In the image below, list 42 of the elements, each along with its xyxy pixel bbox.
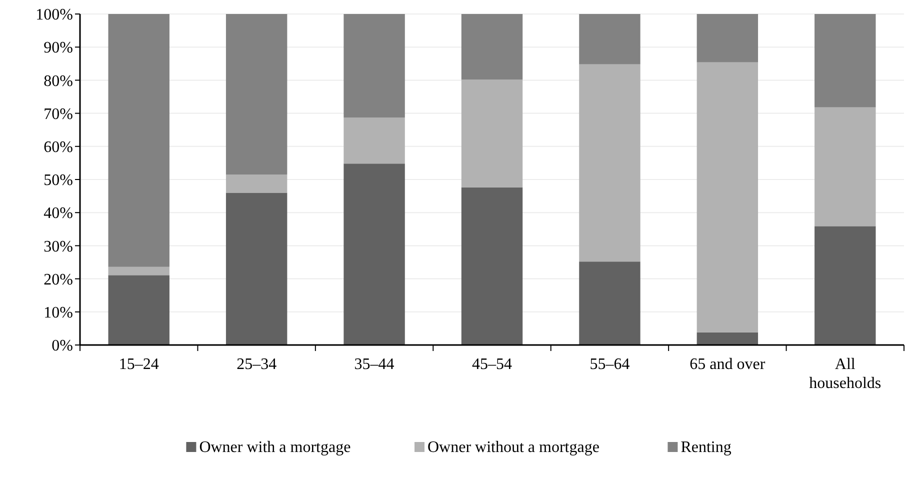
bar (344, 118, 405, 164)
legend-label: Owner without a mortgage (428, 439, 600, 456)
bar (226, 174, 288, 193)
y-tick-label: 90% (44, 40, 73, 57)
bar (814, 226, 876, 345)
x-tick-label: 55–64 (590, 356, 630, 373)
x-tick-label: 25–34 (236, 356, 277, 373)
bar (108, 275, 170, 345)
bar (344, 14, 405, 118)
bar (461, 14, 523, 80)
bar (461, 187, 523, 345)
bar (579, 64, 640, 262)
bar (814, 107, 876, 226)
bar (696, 62, 758, 332)
x-tick-label: 65 and over (690, 356, 766, 373)
y-tick-label: 30% (44, 238, 73, 256)
bar (579, 14, 640, 64)
y-tick-label: 0% (52, 338, 73, 355)
x-tick-label: 15–24 (118, 356, 159, 373)
y-tick-label: 70% (44, 106, 73, 123)
y-tick-label: 10% (44, 304, 73, 322)
bar (814, 14, 876, 108)
bar (579, 262, 640, 345)
x-tick-label: 35–44 (354, 356, 394, 373)
y-tick-label: 60% (44, 139, 73, 156)
bar (461, 80, 523, 188)
y-tick-label: 20% (44, 271, 73, 288)
bar (226, 14, 288, 175)
bar (344, 164, 405, 345)
legend-label: Renting (680, 439, 732, 456)
y-tick-label: 100% (36, 6, 73, 24)
legend-label: Owner with a mortgage (199, 439, 351, 456)
y-tick-label: 50% (44, 172, 73, 190)
bar (226, 192, 288, 345)
bar (108, 14, 170, 267)
x-tick-label: All households (809, 356, 882, 392)
bar (696, 14, 758, 62)
bar (696, 332, 758, 345)
y-tick-label: 80% (44, 72, 73, 90)
bar (108, 266, 170, 276)
y-tick-label: 40% (44, 205, 73, 222)
x-tick-label: 45–54 (472, 356, 512, 373)
